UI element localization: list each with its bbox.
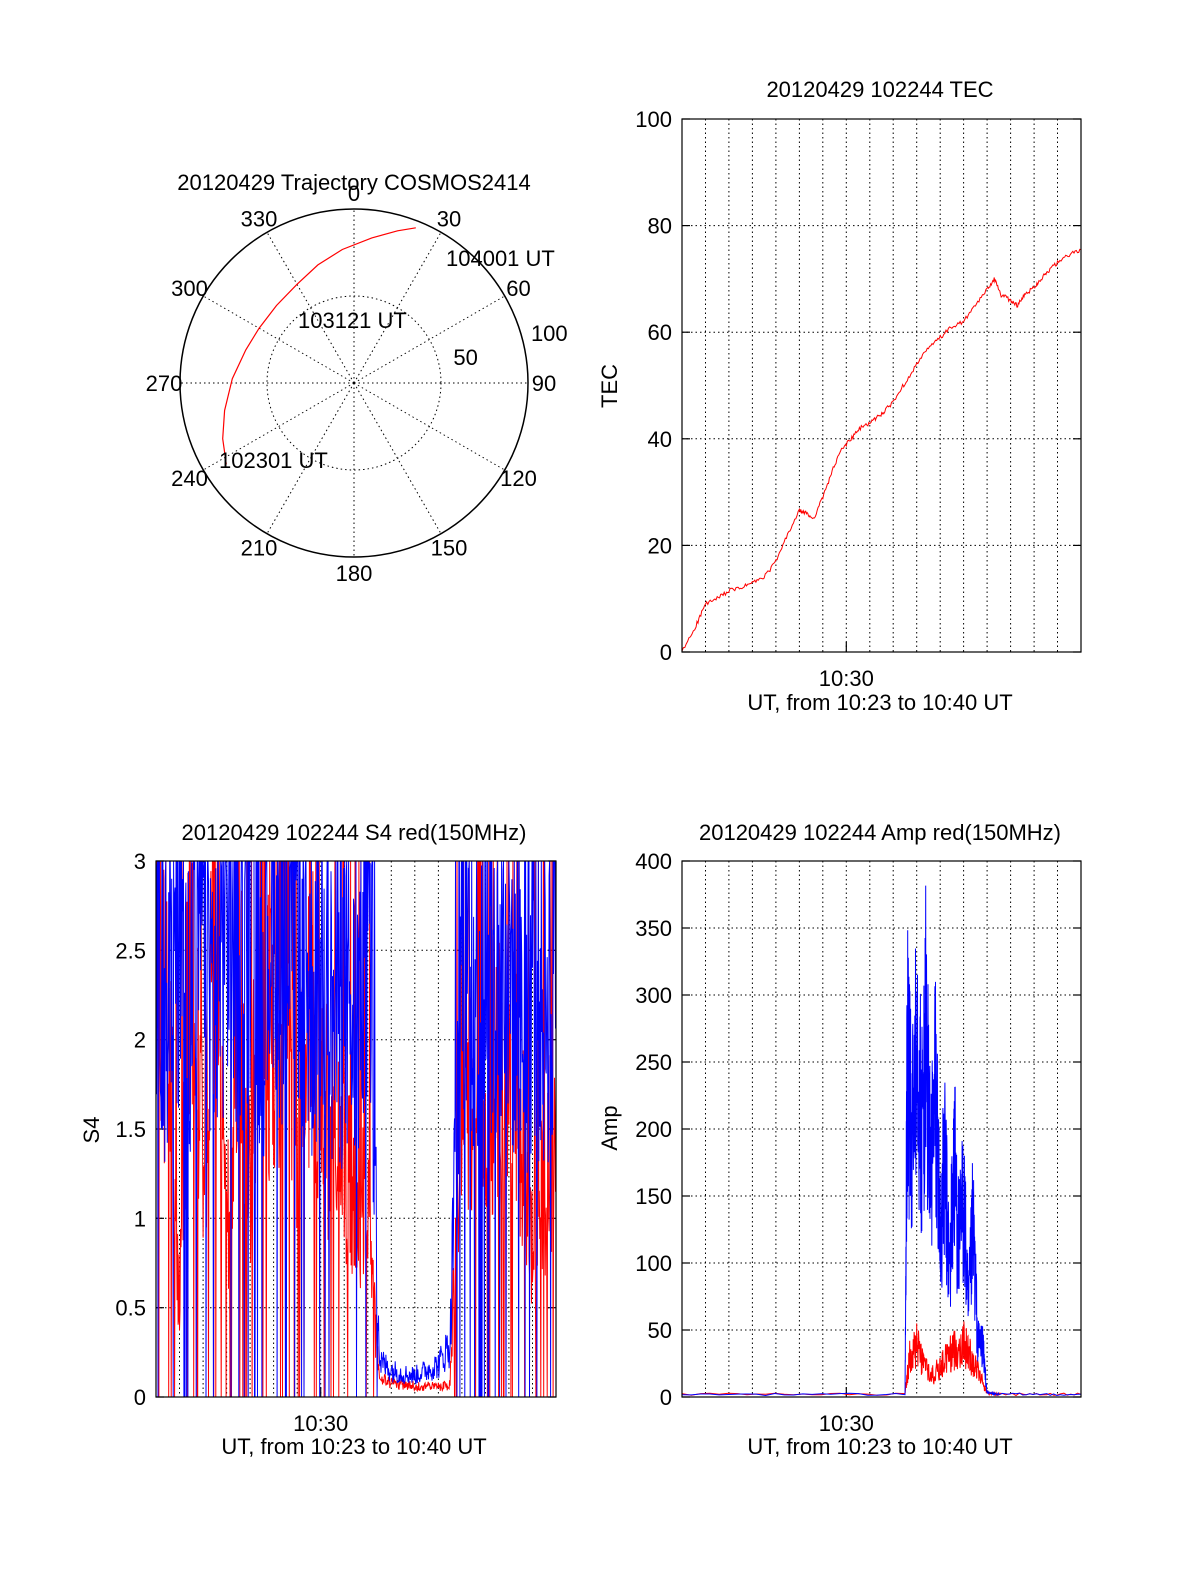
polar-spoke: [353, 232, 442, 384]
y-tick-label: 300: [635, 983, 672, 1008]
y-tick-label: 3: [134, 849, 146, 874]
y-tick-label: 200: [635, 1117, 672, 1142]
polar-azimuth-label: 30: [437, 207, 461, 232]
blue-series-line: [681, 885, 1082, 1397]
polar-spoke: [353, 382, 442, 534]
tec-title: 20120429 102244 TEC: [766, 77, 993, 102]
polar-azimuth-label: 210: [241, 536, 278, 561]
y-tick-label: 0.5: [115, 1296, 146, 1321]
y-tick-label: 1.5: [115, 1117, 146, 1142]
red-series-line: [681, 1321, 1082, 1397]
polar-azimuth-label: 120: [500, 466, 537, 491]
y-tick-label: 2: [134, 1028, 146, 1053]
y-tick-label: 60: [648, 320, 672, 345]
polar-spoke: [353, 382, 505, 471]
s4-chart: 20120429 102244 S4 red(150MHz) UT, from …: [79, 820, 557, 1459]
plot-frame: [681, 860, 1082, 1398]
y-tick-label: 50: [648, 1318, 672, 1343]
tec-chart: 20120429 102244 TEC UT, from 10:23 to 10…: [597, 77, 1082, 715]
trajectory-start-label: 102301 UT: [219, 448, 328, 473]
x-tick-label: 10:30: [819, 1411, 874, 1436]
y-tick-label: 20: [648, 533, 672, 558]
polar-radius-label: 100: [531, 321, 568, 346]
polar-azimuth-label: 180: [336, 561, 373, 586]
polar-azimuth-label: 150: [431, 536, 468, 561]
polar-azimuth-label: 240: [171, 466, 208, 491]
x-tick-label: 10:30: [819, 666, 874, 691]
polar-grid: [179, 208, 529, 558]
series-line: [681, 248, 1082, 652]
s4-title: 20120429 102244 S4 red(150MHz): [182, 820, 527, 845]
polar-azimuth-label: 330: [241, 207, 278, 232]
y-tick-label: 400: [635, 849, 672, 874]
tec-xlabel: UT, from 10:23 to 10:40 UT: [747, 690, 1012, 715]
tec-ylabel: TEC: [597, 364, 622, 408]
y-tick-label: 80: [648, 214, 672, 239]
trajectory-line: [222, 227, 416, 465]
polar-radius-label: 50: [453, 345, 477, 370]
y-tick-label: 100: [635, 107, 672, 132]
polar-azimuth-label: 300: [171, 276, 208, 301]
plot-frame: [681, 118, 1082, 653]
s4-ylabel: S4: [79, 1117, 104, 1144]
polar-azimuth-label: 270: [146, 371, 183, 396]
amp-title: 20120429 102244 Amp red(150MHz): [699, 820, 1061, 845]
polar-trajectory-series: [222, 227, 416, 465]
y-tick-label: 250: [635, 1050, 672, 1075]
y-tick-label: 1: [134, 1206, 146, 1231]
polar-spoke: [353, 295, 505, 384]
polar-azimuth-label: 0: [348, 181, 360, 206]
trajectory-mid-label: 103121 UT: [298, 308, 407, 333]
y-tick-label: 40: [648, 427, 672, 452]
amp-ylabel: Amp: [597, 1105, 622, 1150]
y-tick-label: 350: [635, 916, 672, 941]
polar-spoke: [203, 382, 355, 471]
polar-spoke: [203, 295, 355, 384]
amp-chart: 20120429 102244 Amp red(150MHz) UT, from…: [597, 820, 1082, 1459]
amp-xlabel: UT, from 10:23 to 10:40 UT: [747, 1434, 1012, 1459]
polar-trajectory-chart: 20120429 Trajectory COSMOS2414 0 30 60 90 12…: [146, 170, 568, 586]
x-tick-label: 10:30: [293, 1411, 348, 1436]
trajectory-end-label: 104001 UT: [446, 246, 555, 271]
polar-azimuth-labels: 0 30 60 90 120 150 180 210 240 270 300 330 50 100: [146, 181, 568, 586]
polar-title: 20120429 Trajectory COSMOS2414: [177, 170, 530, 195]
y-tick-label: 150: [635, 1184, 672, 1209]
polar-spoke: [266, 382, 355, 534]
y-tick-label: 100: [635, 1251, 672, 1276]
y-tick-label: 2.5: [115, 938, 146, 963]
s4-xlabel: UT, from 10:23 to 10:40 UT: [221, 1434, 486, 1459]
y-tick-label: 0: [660, 1385, 672, 1410]
polar-spoke: [266, 232, 355, 384]
y-tick-label: 0: [660, 640, 672, 665]
plot-frame: [155, 860, 557, 1398]
polar-outer-ring: [179, 208, 529, 558]
y-tick-label: 0: [134, 1385, 146, 1410]
polar-azimuth-label: 60: [506, 276, 530, 301]
polar-azimuth-label: 90: [532, 371, 556, 396]
